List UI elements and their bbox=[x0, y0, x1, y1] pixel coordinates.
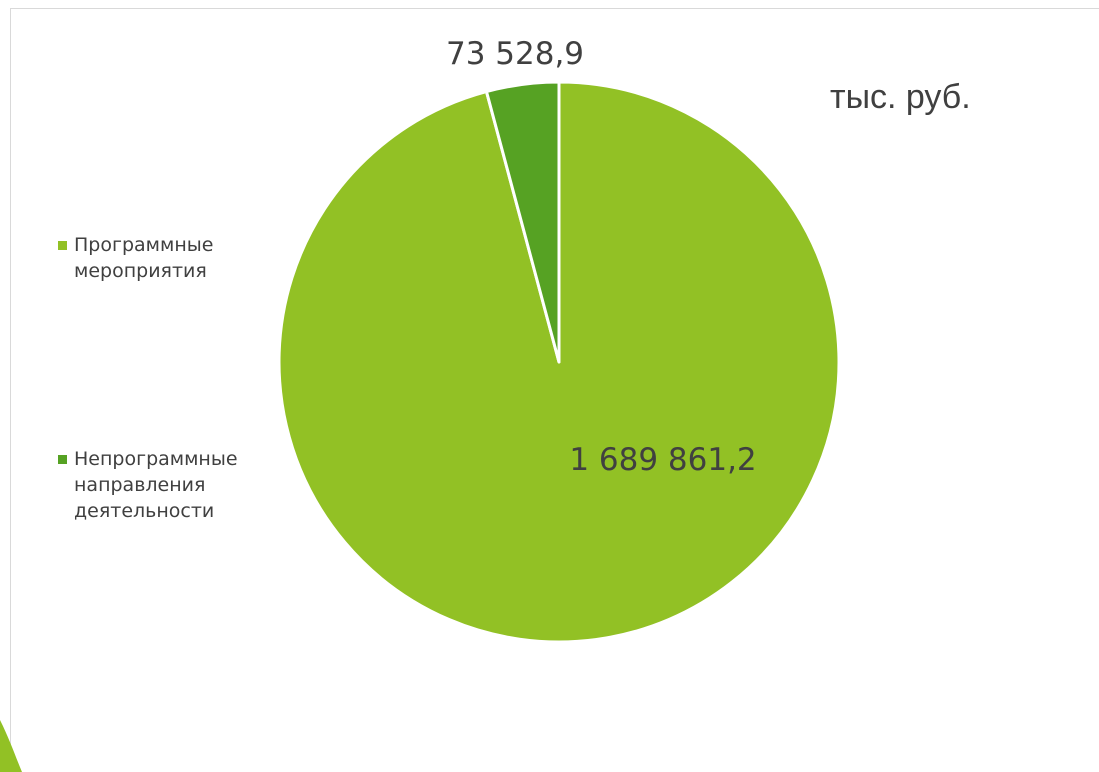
slide-frame bbox=[10, 8, 1099, 772]
data-label-program: 1 689 861,2 bbox=[569, 442, 756, 478]
pie-slices bbox=[277, 80, 841, 644]
legend-label-program: Программные мероприятия bbox=[74, 234, 214, 282]
pie-data-labels: 1 689 861,2 73 528,9 bbox=[446, 36, 757, 478]
legend-item-program: Программные мероприятия bbox=[58, 232, 298, 284]
legend-swatch-program bbox=[58, 241, 67, 250]
pie-slice-nonprogram bbox=[484, 80, 561, 364]
corner-accent-shape bbox=[0, 720, 22, 772]
data-label-nonprogram: 73 528,9 bbox=[446, 36, 584, 72]
legend-item-nonprogram: Непрограммные направления деятельности bbox=[58, 446, 298, 524]
legend-label-nonprogram: Непрограммные направления деятельности bbox=[74, 448, 238, 522]
legend-swatch-nonprogram bbox=[58, 455, 67, 464]
chart-legend: Программные мероприятия Непрограммные на… bbox=[58, 232, 298, 524]
unit-label: тыс. руб. bbox=[830, 78, 971, 116]
